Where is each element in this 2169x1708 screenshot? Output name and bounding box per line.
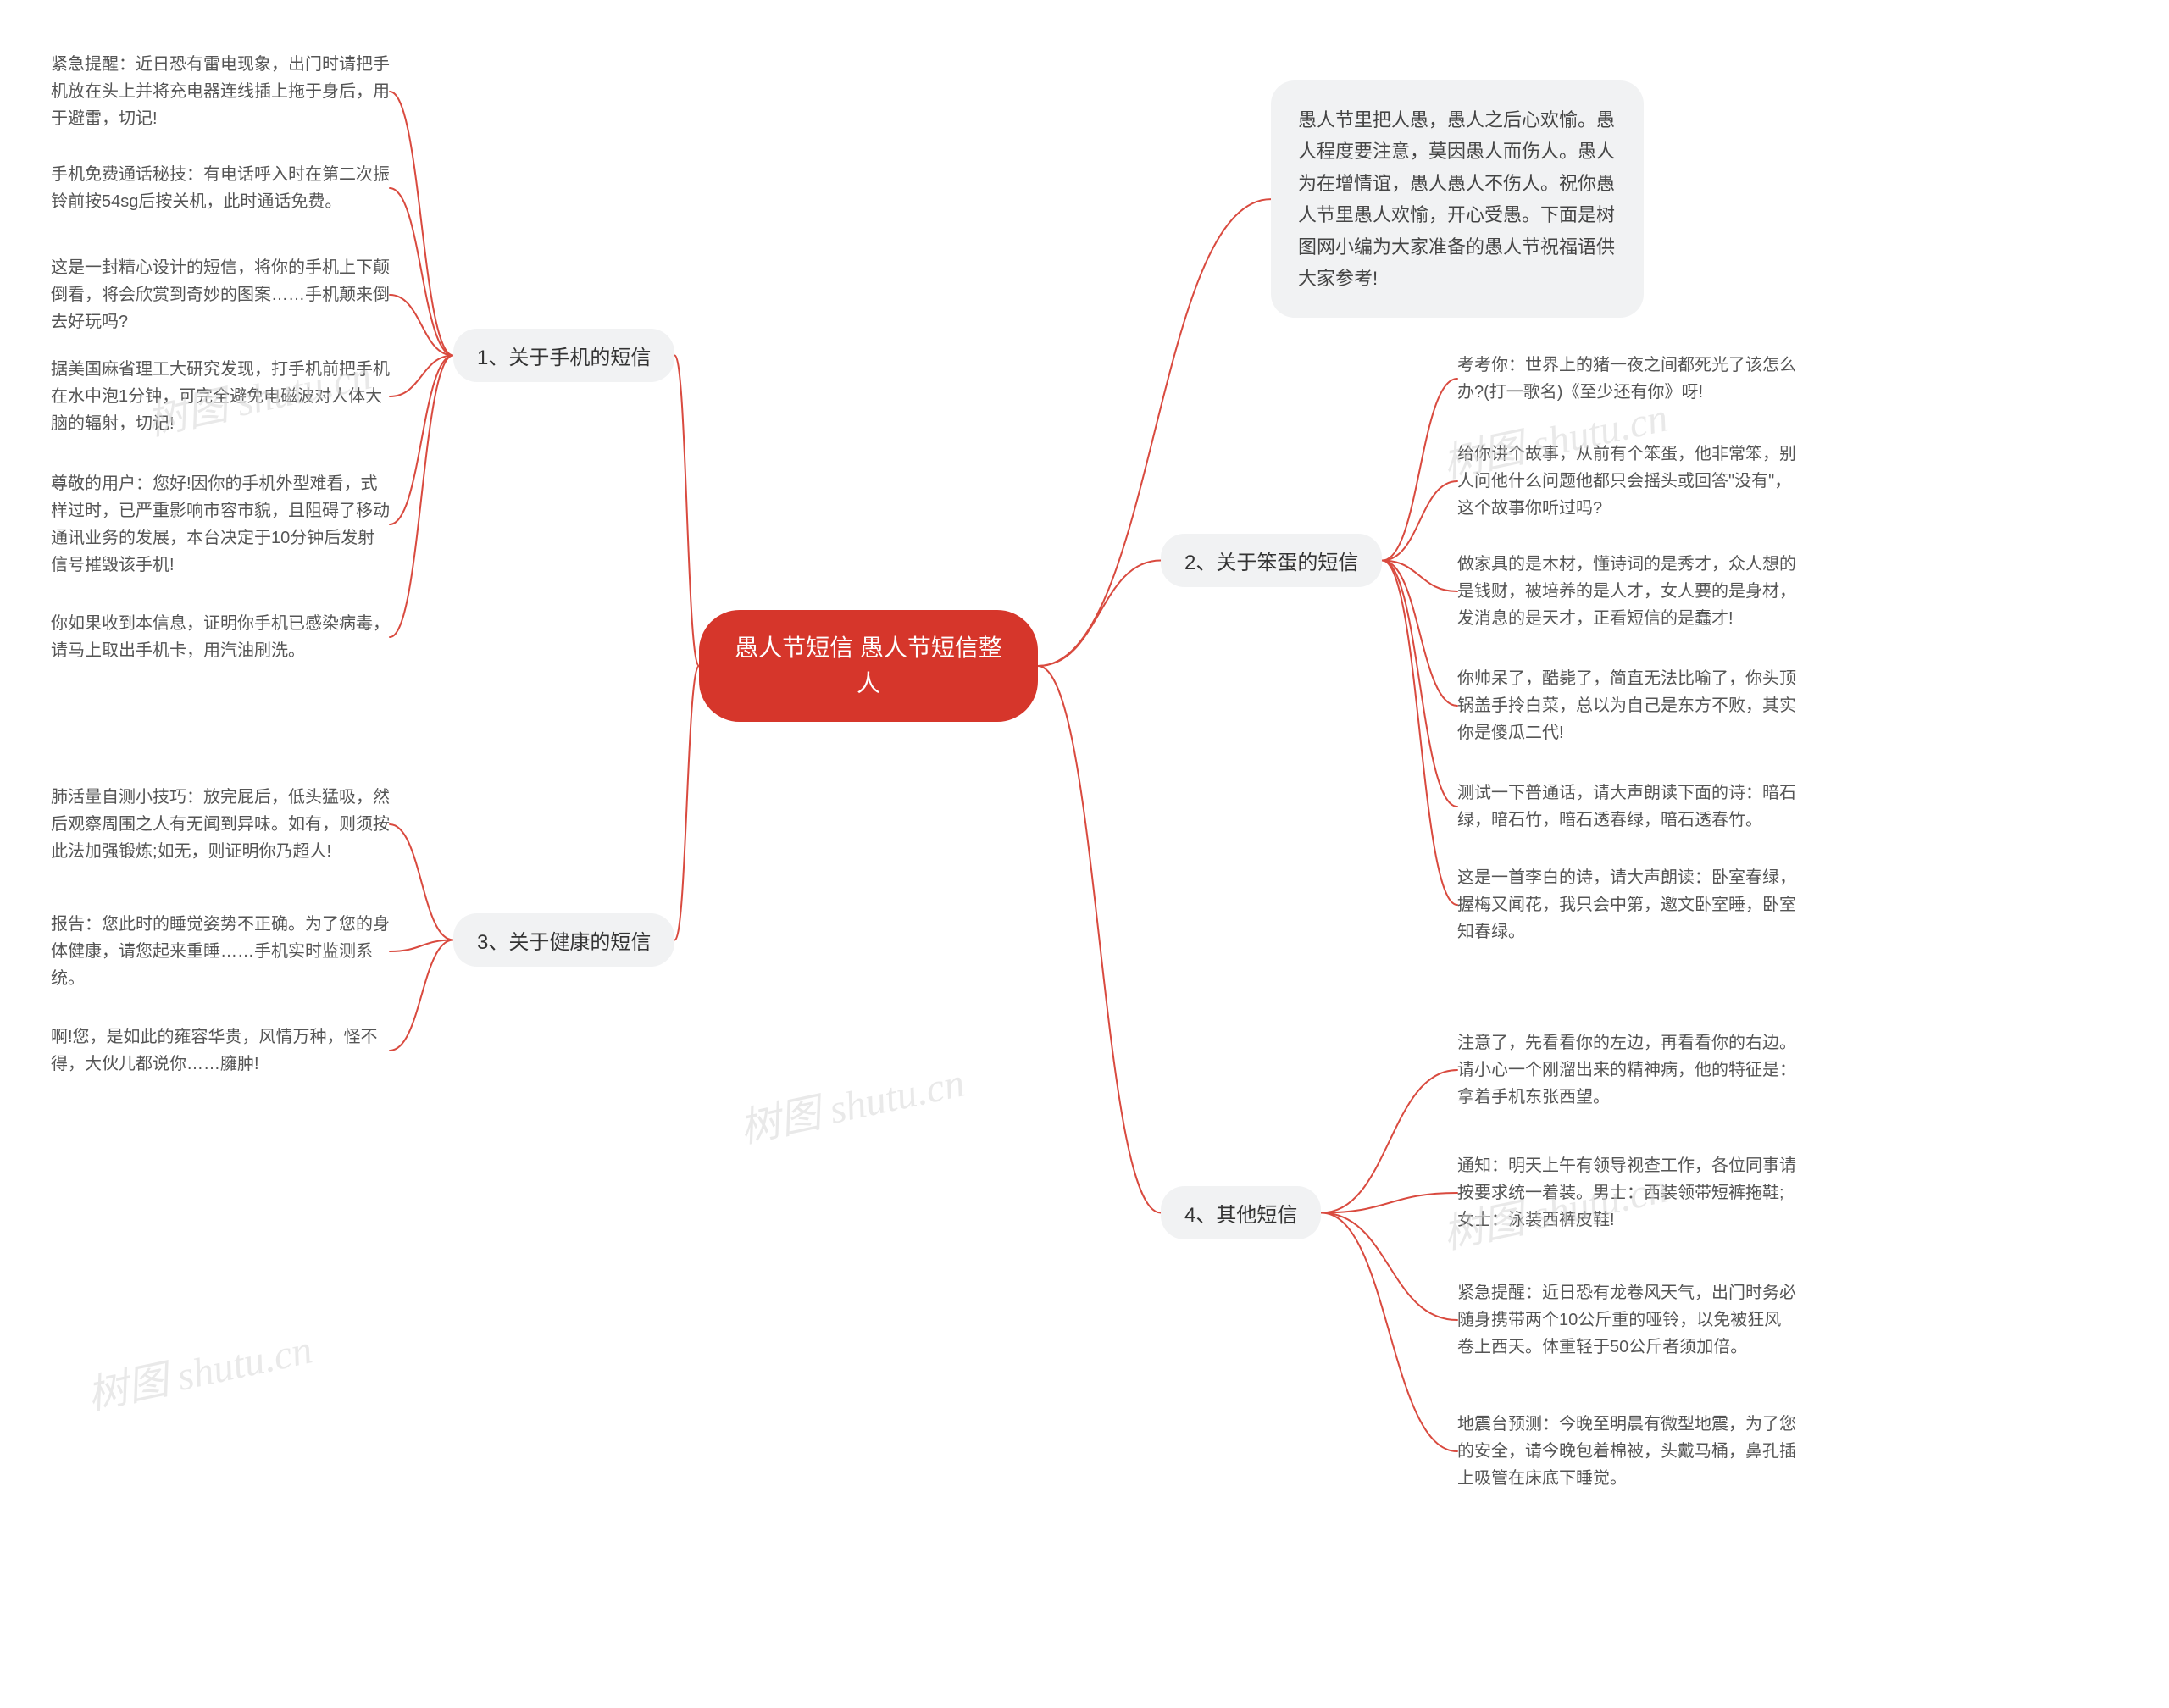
leaf-text: 通知：明天上午有领导视查工作，各位同事请按要求统一着装。男士：西装领带短裤拖鞋;… bbox=[1457, 1156, 1796, 1229]
leaf-text: 考考你：世界上的猪一夜之间都死光了该怎么办?(打一歌名)《至少还有你》呀! bbox=[1457, 356, 1796, 402]
watermark: 树图 shutu.cn bbox=[734, 1049, 969, 1154]
leaf-text: 注意了，先看看你的左边，再看看你的右边。请小心一个刚溜出来的精神病，他的特征是：… bbox=[1457, 1034, 1796, 1106]
leaf-text: 这是一封精心设计的短信，将你的手机上下颠倒看，将会欣赏到奇妙的图案……手机颠来倒… bbox=[51, 258, 390, 331]
leaf-node: 通知：明天上午有领导视查工作，各位同事请按要求统一着装。男士：西装领带短裤拖鞋;… bbox=[1457, 1152, 1796, 1234]
leaf-text: 你帅呆了，酷毙了，简直无法比喻了，你头顶锅盖手拎白菜，总以为自己是东方不败，其实… bbox=[1457, 669, 1796, 742]
leaf-node: 这是一首李白的诗，请大声朗读：卧室春绿，握梅又闻花，我只会中第，邀文卧室睡，卧室… bbox=[1457, 864, 1796, 946]
leaf-node: 尊敬的用户：您好!因你的手机外型难看，式样过时，已严重影响市容市貌，且阻碍了移动… bbox=[51, 470, 390, 579]
leaf-text: 啊!您，是如此的雍容华贵，风情万种，怪不得，大伙儿都说你……臃肿! bbox=[51, 1028, 378, 1073]
leaf-node: 你帅呆了，酷毙了，简直无法比喻了，你头顶锅盖手拎白菜，总以为自己是东方不败，其实… bbox=[1457, 665, 1796, 746]
intro-node: 愚人节里把人愚，愚人之后心欢愉。愚人程度要注意，莫因愚人而伤人。愚人为在增情谊，… bbox=[1271, 80, 1644, 318]
leaf-text: 肺活量自测小技巧：放完屁后，低头猛吸，然后观察周围之人有无闻到异味。如有，则须按… bbox=[51, 788, 390, 861]
branch-health: 3、关于健康的短信 bbox=[453, 913, 674, 967]
leaf-node: 肺活量自测小技巧：放完屁后，低头猛吸，然后观察周围之人有无闻到异味。如有，则须按… bbox=[51, 784, 390, 865]
leaf-text: 给你讲个故事，从前有个笨蛋，他非常笨，别人问他什么问题他都只会摇头或回答"没有"… bbox=[1457, 445, 1796, 518]
center-node: 愚人节短信 愚人节短信整人 bbox=[699, 610, 1038, 722]
leaf-node: 紧急提醒：近日恐有雷电现象，出门时请把手机放在头上并将充电器连线插上拖于身后，用… bbox=[51, 51, 390, 132]
leaf-text: 测试一下普通话，请大声朗读下面的诗：暗石绿，暗石竹，暗石透春绿，暗石透春竹。 bbox=[1457, 784, 1796, 829]
leaf-text: 报告：您此时的睡觉姿势不正确。为了您的身体健康，请您起来重睡……手机实时监测系统… bbox=[51, 915, 390, 988]
intro-text: 愚人节里把人愚，愚人之后心欢愉。愚人程度要注意，莫因愚人而伤人。愚人为在增情谊，… bbox=[1298, 109, 1615, 289]
branch-other: 4、其他短信 bbox=[1161, 1186, 1321, 1239]
leaf-text: 尊敬的用户：您好!因你的手机外型难看，式样过时，已严重影响市容市貌，且阻碍了移动… bbox=[51, 474, 390, 574]
watermark: 树图 shutu.cn bbox=[81, 1316, 317, 1421]
leaf-node: 啊!您，是如此的雍容华贵，风情万种，怪不得，大伙儿都说你……臃肿! bbox=[51, 1023, 390, 1078]
leaf-node: 紧急提醒：近日恐有龙卷风天气，出门时务必随身携带两个10公斤重的哑铃，以免被狂风… bbox=[1457, 1279, 1796, 1361]
leaf-text: 紧急提醒：近日恐有龙卷风天气，出门时务必随身携带两个10公斤重的哑铃，以免被狂风… bbox=[1457, 1284, 1796, 1356]
center-title: 愚人节短信 愚人节短信整人 bbox=[735, 635, 1002, 696]
branch-phone: 1、关于手机的短信 bbox=[453, 329, 674, 382]
branch-fool: 2、关于笨蛋的短信 bbox=[1161, 534, 1382, 587]
leaf-node: 注意了，先看看你的左边，再看看你的右边。请小心一个刚溜出来的精神病，他的特征是：… bbox=[1457, 1029, 1796, 1111]
branch-label: 4、其他短信 bbox=[1184, 1204, 1297, 1227]
leaf-node: 测试一下普通话，请大声朗读下面的诗：暗石绿，暗石竹，暗石透春绿，暗石透春竹。 bbox=[1457, 779, 1796, 834]
leaf-text: 地震台预测：今晚至明晨有微型地震，为了您的安全，请今晚包着棉被，头戴马桶，鼻孔插… bbox=[1457, 1415, 1796, 1488]
leaf-node: 手机免费通话秘技：有电话呼入时在第二次振铃前按54sg后按关机，此时通话免费。 bbox=[51, 161, 390, 215]
leaf-node: 据美国麻省理工大研究发现，打手机前把手机在水中泡1分钟，可完全避免电磁波对人体大… bbox=[51, 356, 390, 437]
leaf-node: 考考你：世界上的猪一夜之间都死光了该怎么办?(打一歌名)《至少还有你》呀! bbox=[1457, 352, 1796, 406]
leaf-text: 做家具的是木材，懂诗词的是秀才，众人想的是钱财，被培养的是人才，女人要的是身材，… bbox=[1457, 555, 1796, 628]
branch-label: 3、关于健康的短信 bbox=[477, 931, 651, 954]
branch-label: 1、关于手机的短信 bbox=[477, 347, 651, 369]
leaf-text: 你如果收到本信息，证明你手机已感染病毒，请马上取出手机卡，用汽油刷洗。 bbox=[51, 614, 390, 660]
leaf-node: 这是一封精心设计的短信，将你的手机上下颠倒看，将会欣赏到奇妙的图案……手机颠来倒… bbox=[51, 254, 390, 336]
leaf-text: 这是一首李白的诗，请大声朗读：卧室春绿，握梅又闻花，我只会中第，邀文卧室睡，卧室… bbox=[1457, 868, 1796, 941]
leaf-text: 据美国麻省理工大研究发现，打手机前把手机在水中泡1分钟，可完全避免电磁波对人体大… bbox=[51, 360, 390, 433]
leaf-text: 紧急提醒：近日恐有雷电现象，出门时请把手机放在头上并将充电器连线插上拖于身后，用… bbox=[51, 55, 390, 128]
branch-label: 2、关于笨蛋的短信 bbox=[1184, 552, 1358, 574]
leaf-text: 手机免费通话秘技：有电话呼入时在第二次振铃前按54sg后按关机，此时通话免费。 bbox=[51, 165, 390, 211]
leaf-node: 做家具的是木材，懂诗词的是秀才，众人想的是钱财，被培养的是人才，女人要的是身材，… bbox=[1457, 551, 1796, 632]
leaf-node: 报告：您此时的睡觉姿势不正确。为了您的身体健康，请您起来重睡……手机实时监测系统… bbox=[51, 911, 390, 992]
leaf-node: 给你讲个故事，从前有个笨蛋，他非常笨，别人问他什么问题他都只会摇头或回答"没有"… bbox=[1457, 441, 1796, 522]
leaf-node: 地震台预测：今晚至明晨有微型地震，为了您的安全，请今晚包着棉被，头戴马桶，鼻孔插… bbox=[1457, 1411, 1796, 1492]
leaf-node: 你如果收到本信息，证明你手机已感染病毒，请马上取出手机卡，用汽油刷洗。 bbox=[51, 610, 390, 664]
